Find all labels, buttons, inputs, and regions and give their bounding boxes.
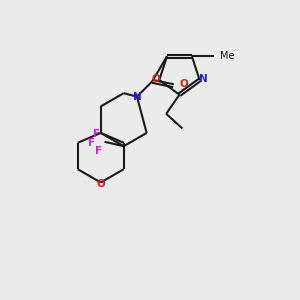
Text: F: F (93, 128, 100, 139)
Text: O: O (152, 74, 160, 83)
Text: O: O (179, 79, 188, 89)
Text: N: N (199, 74, 208, 83)
Text: F: F (94, 146, 102, 156)
Text: F: F (88, 138, 95, 148)
Text: Me: Me (220, 51, 235, 61)
Text: O: O (96, 179, 105, 189)
Text: N: N (133, 92, 141, 102)
